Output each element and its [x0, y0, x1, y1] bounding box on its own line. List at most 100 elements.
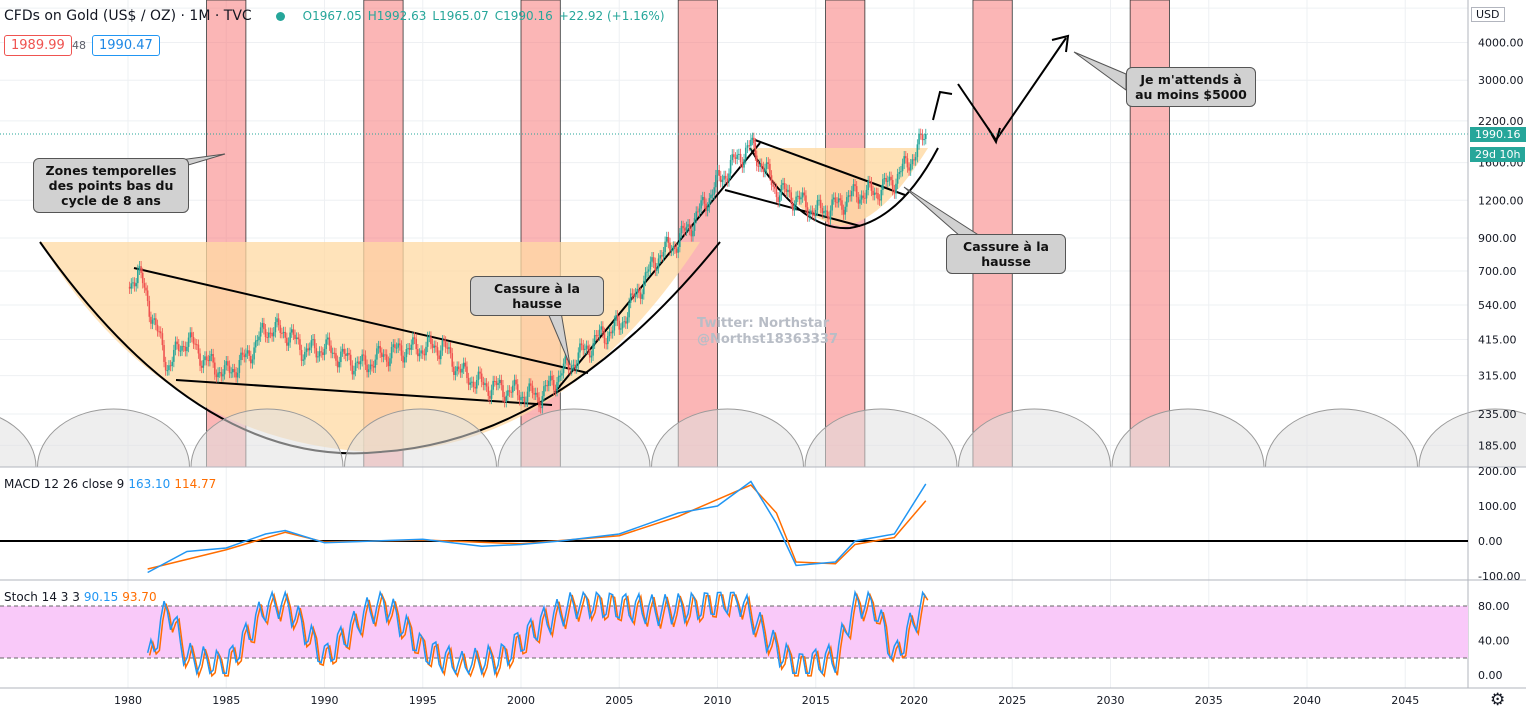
candle-body — [330, 345, 332, 353]
candle-body — [168, 365, 170, 371]
candle-body — [212, 354, 214, 363]
candle-body — [195, 344, 198, 346]
candle-body — [860, 195, 863, 200]
candle-body — [498, 379, 501, 384]
candle-body — [693, 218, 696, 231]
candle-body — [515, 379, 517, 385]
candle-body — [548, 380, 550, 386]
currency-selector[interactable]: USD — [1471, 7, 1505, 22]
candle-body — [425, 346, 427, 356]
candle-body — [846, 197, 848, 207]
candle-body — [824, 210, 827, 212]
candle-body — [232, 369, 234, 373]
candle-body — [787, 189, 789, 192]
candle-body — [598, 329, 601, 336]
time-axis-label: 2045 — [1391, 694, 1419, 707]
candle-body — [341, 348, 344, 352]
symbol-title[interactable]: CFDs on Gold (US$ / OZ) · 1M · TVC — [4, 8, 252, 24]
candle-body — [480, 373, 483, 382]
candle-body — [898, 172, 901, 174]
candle-body — [544, 385, 547, 387]
candle-body — [600, 326, 603, 330]
candle-body — [497, 383, 499, 385]
candle-body — [631, 293, 634, 295]
candle-body — [909, 164, 912, 171]
candle-body — [130, 283, 133, 289]
candle-body — [223, 365, 226, 375]
time-axis[interactable]: 1980 1985 1990 1995 2000 2005 2010 2015 2020 2025… — [114, 694, 1419, 707]
candle-body — [669, 242, 671, 251]
change-value: +22.92 (+1.16%) — [558, 9, 665, 23]
callout-target[interactable]: Je m'attends à au moins $5000 — [1126, 67, 1256, 107]
callout-zones[interactable]: Zones temporelles des points bas du cycl… — [33, 158, 189, 213]
candle-body — [431, 343, 434, 348]
candle-body — [177, 344, 180, 351]
candle-body — [313, 339, 316, 349]
candle-body — [584, 348, 586, 351]
candle-body — [187, 337, 190, 347]
candle-body — [790, 192, 792, 203]
candle-body — [218, 372, 221, 374]
time-axis-label: 2010 — [704, 694, 732, 707]
candle-body — [284, 331, 286, 338]
candle-body — [390, 347, 393, 359]
candle-body — [141, 272, 144, 284]
candle-body — [877, 192, 879, 200]
candle-body — [507, 390, 509, 396]
cycle-arc — [0, 417, 37, 468]
candle-body — [528, 383, 530, 392]
candle-body — [700, 200, 702, 209]
candle-body — [585, 345, 588, 349]
candle-body — [677, 246, 679, 253]
candle-body — [621, 322, 624, 329]
candle-body — [615, 315, 617, 321]
candle-body — [875, 192, 878, 194]
candle-body — [588, 349, 591, 358]
candle-body — [235, 372, 237, 378]
stoch-lines — [146, 589, 929, 679]
candle-body — [418, 353, 421, 357]
candle-body — [697, 211, 699, 213]
candle-body — [436, 347, 439, 356]
candle-body — [194, 343, 196, 345]
candle-body — [143, 283, 146, 288]
watermark: Twitter: Northstar @Northst18363337 — [697, 316, 839, 347]
stoch-axis-label: 0.00 — [1478, 669, 1503, 682]
candle-body — [639, 292, 642, 299]
candle-body — [656, 268, 658, 271]
candle-body — [721, 179, 724, 183]
candle-body — [780, 184, 783, 196]
candle-body — [351, 365, 354, 375]
macd-legend[interactable]: MACD 12 26 close 9 163.10 114.77 — [4, 477, 217, 491]
candle-body — [377, 346, 380, 349]
candle-body — [400, 345, 403, 356]
buy-price-button[interactable]: 1990.47 — [92, 35, 160, 56]
candle-body — [133, 282, 136, 287]
candle-body — [664, 241, 666, 253]
candle-body — [210, 354, 213, 356]
time-axis-label: 1995 — [409, 694, 437, 707]
zone-band — [825, 0, 866, 468]
candle-body — [906, 158, 909, 168]
gear-icon[interactable]: ⚙ — [1490, 690, 1506, 710]
macd-line — [147, 480, 927, 574]
macd-axis-label: 100.00 — [1478, 500, 1517, 513]
candle-body — [687, 224, 689, 227]
candle-body — [557, 375, 560, 383]
candle-body — [323, 348, 326, 356]
candle-body — [453, 366, 455, 375]
candle-body — [243, 354, 246, 358]
price-axis[interactable]: 4000.003000.002200.001600.001200.00900.0… — [1478, 36, 1524, 452]
macd-axis-label: 200.00 — [1478, 465, 1517, 478]
price-axis-label: 235.00 — [1478, 408, 1517, 421]
stoch-legend[interactable]: Stoch 14 3 3 90.15 93.70 — [4, 590, 157, 604]
candle-body — [138, 266, 141, 270]
candle-body — [597, 335, 599, 337]
callout-breakout-2[interactable]: Cassure à la hausse — [946, 234, 1066, 274]
candle-body — [828, 216, 830, 220]
callout-breakout-1[interactable]: Cassure à la hausse — [470, 276, 604, 316]
zone-band — [677, 0, 718, 468]
candle-body — [222, 374, 224, 377]
sell-price-button[interactable]: 1989.99 — [4, 35, 72, 56]
